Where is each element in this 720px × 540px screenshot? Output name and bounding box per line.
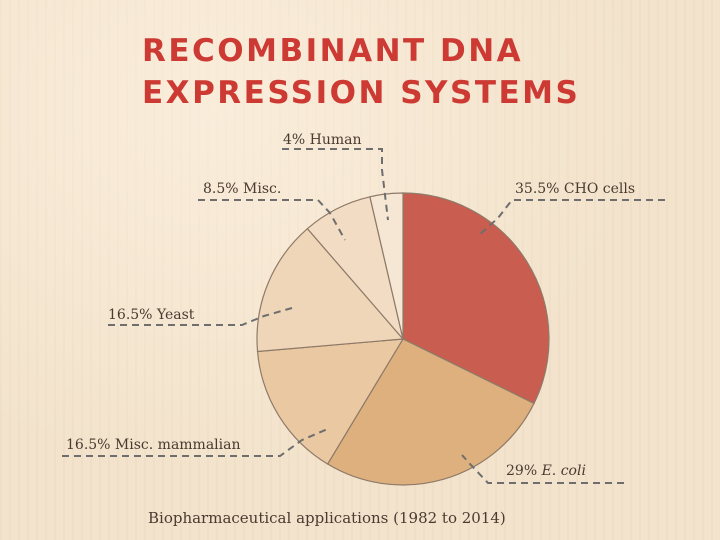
chart-title-line-2: EXPRESSION SYSTEMS	[142, 75, 581, 111]
chart-title: RECOMBINANT DNA EXPRESSION SYSTEMS	[142, 30, 602, 114]
label-e-coli: 29% E. coli	[506, 463, 586, 479]
label-misc-mammalian: 16.5% Misc. mammalian	[66, 437, 241, 453]
leader-cho-cells	[477, 199, 665, 237]
label-misc: 8.5% Misc.	[203, 181, 281, 197]
label-human: 4% Human	[283, 132, 362, 148]
slice-ecoli	[326, 338, 535, 486]
slice-yeast	[256, 227, 405, 353]
label-yeast: 16.5% Yeast	[108, 307, 195, 323]
leader-misc-mammalian	[62, 427, 331, 457]
chart-caption: Biopharmaceutical applications (1982 to …	[148, 509, 506, 527]
leader-lines	[62, 148, 665, 484]
leader-human	[282, 148, 389, 221]
slice-human	[369, 192, 404, 340]
leader-yeast	[108, 307, 293, 326]
pie-slices	[256, 192, 550, 486]
chart-title-line-1: RECOMBINANT DNA	[142, 33, 524, 69]
slice-miscmam	[256, 338, 405, 465]
leader-misc	[198, 199, 346, 241]
label-cho-cells: 35.5% CHO cells	[515, 181, 635, 197]
leader-e-coli	[461, 454, 624, 484]
slice-cho	[402, 192, 550, 405]
